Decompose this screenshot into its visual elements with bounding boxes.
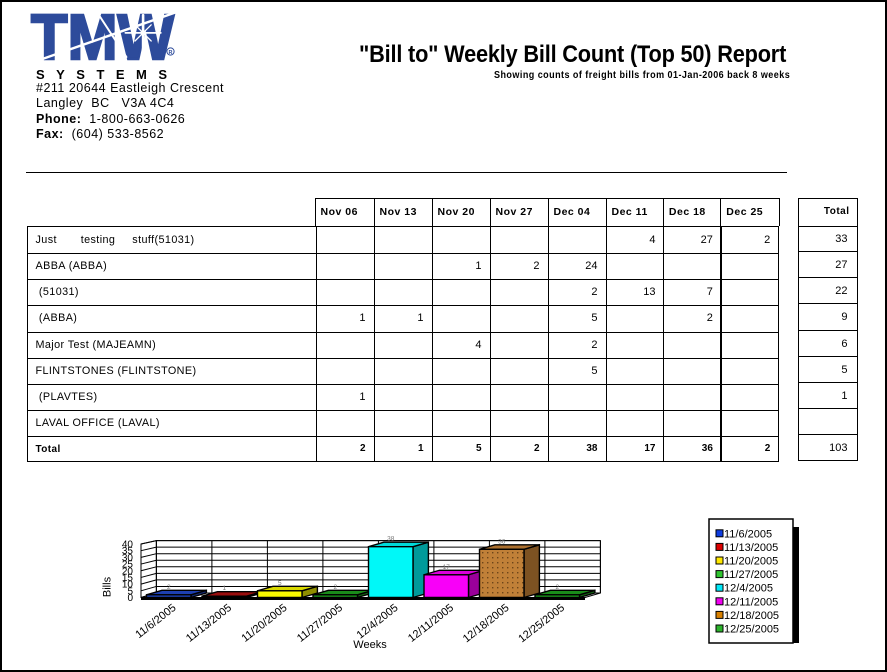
svg-text:R: R: [169, 50, 173, 56]
svg-text:12/4/2005: 12/4/2005: [724, 583, 773, 595]
svg-text:2: 2: [555, 584, 559, 591]
svg-text:TMW: TMW: [31, 5, 175, 73]
svg-text:15: 15: [122, 573, 134, 584]
svg-text:5: 5: [278, 580, 282, 587]
svg-text:12/11/2005: 12/11/2005: [406, 602, 456, 645]
svg-text:11/27/2005: 11/27/2005: [295, 602, 345, 645]
svg-text:38: 38: [387, 536, 395, 543]
svg-text:2: 2: [333, 584, 337, 591]
svg-text:5: 5: [127, 586, 133, 597]
svg-text:10: 10: [122, 580, 134, 591]
svg-text:36: 36: [498, 538, 506, 545]
svg-text:Weeks: Weeks: [353, 639, 387, 651]
svg-text:30: 30: [122, 553, 134, 564]
svg-text:11/27/2005: 11/27/2005: [724, 569, 778, 581]
svg-text:11/20/2005: 11/20/2005: [239, 602, 289, 645]
svg-text:1: 1: [222, 585, 226, 592]
svg-text:12/11/2005: 12/11/2005: [724, 596, 778, 608]
svg-text:0: 0: [127, 593, 133, 604]
svg-text:25: 25: [122, 560, 134, 571]
svg-text:11/6/2005: 11/6/2005: [133, 602, 178, 641]
svg-text:11/13/2005: 11/13/2005: [184, 602, 234, 645]
svg-text:11/20/2005: 11/20/2005: [724, 556, 778, 568]
svg-text:17: 17: [443, 564, 451, 571]
svg-text:12/18/2005: 12/18/2005: [461, 602, 512, 645]
svg-text:35: 35: [122, 546, 134, 557]
svg-text:12/18/2005: 12/18/2005: [724, 610, 779, 622]
svg-text:12/4/2005: 12/4/2005: [355, 602, 401, 642]
svg-text:11/13/2005: 11/13/2005: [724, 542, 778, 554]
svg-text:40: 40: [122, 540, 134, 551]
svg-text:Bills: Bills: [102, 576, 114, 597]
svg-text:12/25/2005: 12/25/2005: [724, 624, 779, 636]
svg-text:11/6/2005: 11/6/2005: [724, 528, 772, 540]
svg-text:20: 20: [122, 566, 134, 577]
svg-text:12/25/2005: 12/25/2005: [516, 602, 567, 645]
svg-text:2: 2: [167, 584, 171, 591]
